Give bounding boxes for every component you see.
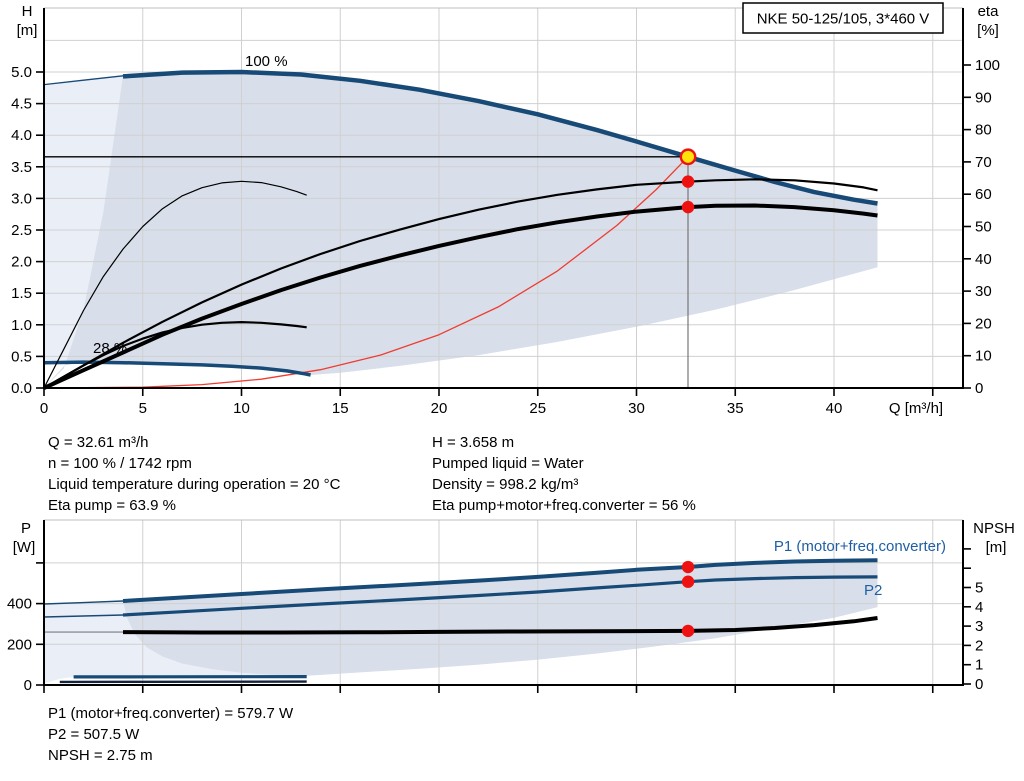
duty-info-right-column: H = 3.658 m Pumped liquid = Water Densit…: [432, 432, 696, 516]
npsh-curve: [122, 616, 878, 635]
svg-text:90: 90: [975, 89, 992, 106]
power-info-column: P1 (motor+freq.converter) = 579.7 W P2 =…: [48, 703, 293, 766]
duty-info-left-column: Q = 32.61 m³/h n = 100 % / 1742 rpm Liqu…: [48, 432, 340, 516]
svg-text:60: 60: [975, 186, 992, 203]
svg-text:eta: eta: [978, 3, 1000, 20]
svg-text:30: 30: [628, 400, 645, 417]
svg-text:NKE 50-125/105, 3*460 V: NKE 50-125/105, 3*460 V: [757, 11, 930, 28]
svg-text:0.5: 0.5: [11, 348, 32, 365]
svg-text:0: 0: [975, 676, 983, 693]
p2-point: [681, 575, 695, 588]
svg-text:[m]: [m]: [986, 539, 1007, 556]
svg-text:35: 35: [727, 400, 744, 417]
info-line-pumped-liquid: Pumped liquid = Water: [432, 455, 584, 472]
p1-curve: [122, 558, 878, 603]
info-line-p2: P2 = 507.5 W: [48, 726, 140, 743]
svg-text:4.0: 4.0: [11, 127, 32, 144]
svg-text:28 %: 28 %: [93, 340, 127, 357]
svg-text:50: 50: [975, 219, 992, 236]
info-line-liquid-temp: Liquid temperature during operation = 20…: [48, 476, 341, 493]
svg-text:5.0: 5.0: [11, 64, 32, 81]
power-npsh-chart: 0 200 400 0 1 2 3 4 5 P [W] NPSH [m] P1 (motor+freq.c…: [7, 519, 1015, 694]
power-envelope: [123, 560, 878, 676]
svg-text:P2: P2: [864, 582, 882, 599]
svg-text:40: 40: [975, 251, 992, 268]
eta-pump-curve-28: [43, 180, 307, 389]
svg-text:70: 70: [975, 154, 992, 171]
svg-text:4.5: 4.5: [11, 96, 32, 113]
svg-text:1.0: 1.0: [11, 317, 32, 334]
svg-text:5: 5: [139, 400, 147, 417]
svg-text:100 %: 100 %: [245, 53, 288, 70]
eta-pump-curve: [43, 178, 878, 389]
p1-point: [681, 560, 695, 574]
svg-text:0: 0: [24, 677, 32, 694]
svg-text:15: 15: [332, 400, 349, 417]
info-line-density: Density = 998.2 kg/m³: [432, 476, 579, 493]
svg-text:2: 2: [975, 637, 983, 654]
svg-text:0.0: 0.0: [11, 380, 32, 397]
svg-text:20: 20: [431, 400, 448, 417]
info-line-speed: n = 100 % / 1742 rpm: [48, 455, 192, 472]
svg-text:30: 30: [975, 283, 992, 300]
svg-text:10: 10: [233, 400, 250, 417]
svg-text:20: 20: [975, 315, 992, 332]
duty-point: [679, 148, 697, 166]
svg-text:40: 40: [826, 400, 843, 417]
svg-text:3: 3: [975, 618, 983, 635]
info-line-q: Q = 32.61 m³/h: [48, 434, 149, 451]
svg-text:1: 1: [975, 657, 983, 674]
svg-text:Q [m³/h]: Q [m³/h]: [889, 400, 943, 417]
svg-text:4: 4: [975, 599, 983, 616]
head-curve-100: [122, 69, 878, 206]
p2-curve-lead: [43, 614, 124, 618]
head-efficiency-chart: 0 5 10 15 20 25 30 35 40 0.0 0.5 1.0 1.5 2.0 2.5 3.0 3.5…: [11, 2, 1000, 417]
eta-total-curve: [43, 203, 878, 390]
svg-text:200: 200: [7, 636, 32, 653]
info-line-p1: P1 (motor+freq.converter) = 579.7 W: [48, 705, 294, 722]
svg-text:0: 0: [40, 400, 48, 417]
p1-curve-lead: [43, 600, 124, 605]
svg-text:80: 80: [975, 122, 992, 139]
svg-text:H: H: [22, 3, 33, 20]
svg-text:25: 25: [529, 400, 546, 417]
svg-text:400: 400: [7, 596, 32, 613]
info-line-eta-pump: Eta pump = 63.9 %: [48, 497, 176, 514]
svg-text:1.5: 1.5: [11, 285, 32, 302]
chart-title-box: [742, 2, 944, 34]
svg-text:NPSH: NPSH: [973, 520, 1015, 537]
eta-total-point: [681, 200, 695, 214]
svg-text:[W]: [W]: [13, 539, 36, 556]
svg-text:100: 100: [975, 57, 1000, 74]
svg-text:P1 (motor+freq.converter): P1 (motor+freq.converter): [774, 538, 946, 555]
svg-text:10: 10: [975, 348, 992, 365]
eta-total-curve-28: [43, 321, 307, 389]
svg-text:2.0: 2.0: [11, 254, 32, 271]
npsh-point: [681, 624, 695, 638]
info-line-head: H = 3.658 m: [432, 434, 515, 451]
svg-text:[%]: [%]: [977, 22, 999, 39]
eta-pump-point: [681, 175, 695, 188]
svg-text:2.5: 2.5: [11, 222, 32, 239]
svg-text:P: P: [21, 520, 31, 537]
envelope-top-edge: [43, 75, 124, 86]
svg-text:0: 0: [975, 380, 983, 397]
svg-text:3.5: 3.5: [11, 159, 32, 176]
svg-text:[m]: [m]: [17, 22, 38, 39]
info-line-eta-total: Eta pump+motor+freq.converter = 56 %: [432, 497, 696, 514]
p2-curve: [122, 575, 878, 617]
info-line-npsh: NPSH = 2.75 m: [48, 747, 153, 764]
svg-text:5: 5: [975, 580, 983, 597]
system-curve: [43, 156, 689, 389]
svg-text:3.0: 3.0: [11, 190, 32, 207]
